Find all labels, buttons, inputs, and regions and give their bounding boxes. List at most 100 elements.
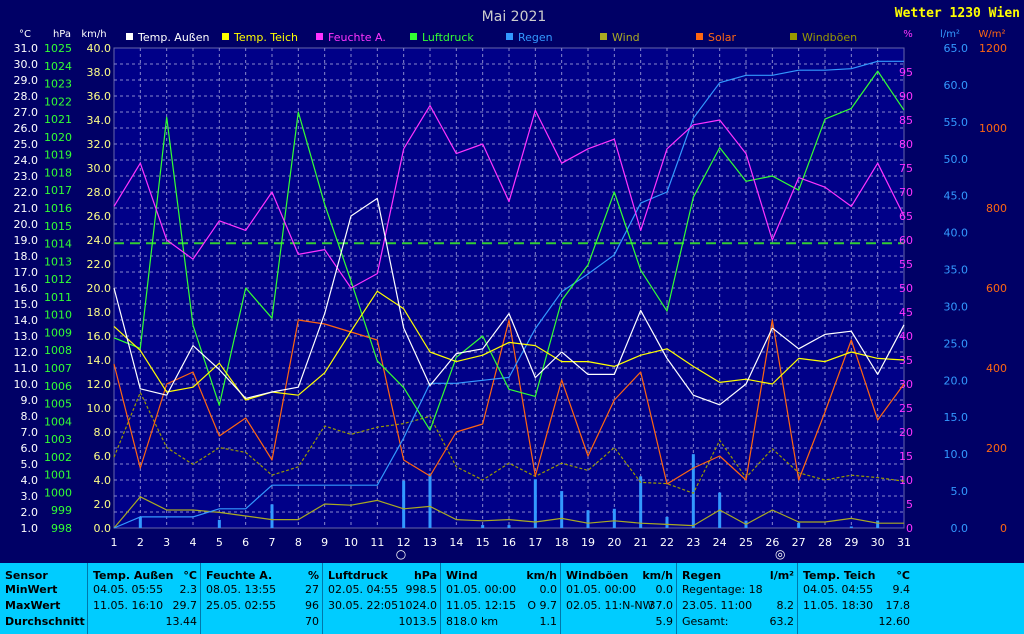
stat-min-value: 27 <box>305 583 319 596</box>
series-line <box>113 496 904 529</box>
series-lines <box>113 60 905 529</box>
legend-swatch <box>126 33 133 40</box>
stat-header-label: Temp. Teich <box>803 569 876 582</box>
stat-max-value: 37.0 <box>648 599 674 612</box>
tick-label-temp: 29.0 <box>14 74 39 87</box>
tick-label-humidity: 30 <box>899 378 913 391</box>
tick-label-wind: 22.0 <box>87 258 112 271</box>
tick-label-rain: 10.0 <box>944 448 969 461</box>
tick-label-pressure: 1013 <box>44 255 72 268</box>
axis-unit-label: l/m² <box>940 29 960 40</box>
stat-max-label: 23.05. 11:00 <box>682 599 753 612</box>
stat-min-value: 998.5 <box>405 583 438 596</box>
stat-header-value: km/h <box>642 569 673 582</box>
legend: Temp. Außen Temp. Teich Feuchte A. Luftdruc… <box>126 31 857 44</box>
tick-label-humidity: 60 <box>899 234 913 247</box>
tick-label-humidity: 80 <box>899 138 913 151</box>
stats-row-labels: Sensor MinWert MaxWert Durchschnitt <box>0 563 87 634</box>
legend-label: Regen <box>518 31 553 44</box>
tick-label-pressure: 1020 <box>44 131 72 144</box>
tick-label-humidity: 20 <box>899 426 913 439</box>
stat-min: Regentage: 18 <box>682 583 794 596</box>
tick-label-humidity: 45 <box>899 306 913 319</box>
stat-max-label: 11.05. 12:15 <box>446 599 517 612</box>
stat-header: Windböen km/h <box>566 569 673 582</box>
stat-min: 01.05. 00:00 0.0 <box>446 583 557 596</box>
stat-min: 08.05. 13:55 27 <box>206 583 319 596</box>
axis-unit-label: °C <box>19 29 31 40</box>
tick-label-rain: 35.0 <box>944 264 969 277</box>
stat-avg-label: 818.0 km <box>446 615 499 628</box>
tick-label-wind: 14.0 <box>87 354 112 367</box>
tick-label-temp: 17.0 <box>14 266 39 279</box>
moon-markers: ○ ◎ <box>396 547 786 561</box>
rain-daily-bar <box>691 454 695 528</box>
tick-label-solar: 800 <box>986 202 1007 215</box>
legend-swatch <box>410 33 417 40</box>
brand-label: Wetter 1230 Wien <box>895 6 1020 21</box>
tick-label-solar: 1000 <box>979 122 1007 135</box>
stat-avg: 12.60 <box>803 615 911 628</box>
tick-label-wind: 32.0 <box>87 138 112 151</box>
series-line <box>113 391 905 494</box>
axis-labels: °C hPa km/h% l/m² W/m² <box>19 29 1006 40</box>
tick-label-temp: 21.0 <box>14 202 39 215</box>
tick-label-humidity: 75 <box>899 162 913 175</box>
stat-avg-value: 1.1 <box>539 615 558 628</box>
tick-label-rain: 20.0 <box>944 374 969 387</box>
stats-column: Feuchte A.% 08.05. 13:55 27 25.05. 02:55 96 7… <box>200 563 323 634</box>
stat-max-label: 02.05. 11:N-NW <box>566 599 654 612</box>
tick-label-temp: 9.0 <box>21 394 39 407</box>
stat-max-label: 11.05. 16:10 <box>93 599 164 612</box>
label-max: MaxWert <box>5 599 61 612</box>
stat-min-value: 0.0 <box>655 583 674 596</box>
stat-avg: 1013.5 <box>328 615 438 628</box>
tick-label-wind: 34.0 <box>87 114 112 127</box>
tick-label-pressure: 1025 <box>44 42 72 55</box>
rain-daily-bar <box>428 473 432 528</box>
tick-label-wind: 6.0 <box>94 450 112 463</box>
moon-marker: ○ <box>396 547 406 561</box>
stat-header-label: Wind <box>446 569 478 582</box>
stat-min-label: 02.05. 04:55 <box>328 583 399 596</box>
tick-label-temp: 26.0 <box>14 122 39 135</box>
series-line <box>113 197 905 406</box>
label-min: MinWert <box>5 583 58 596</box>
stat-min-value: 9.4 <box>892 583 911 596</box>
legend-swatch <box>222 33 229 40</box>
x-tick-label: 13 <box>423 536 437 549</box>
tick-label-wind: 30.0 <box>87 162 112 175</box>
x-tick-label: 3 <box>163 536 170 549</box>
tick-label-pressure: 1002 <box>44 451 72 464</box>
stat-max-value: O 9.7 <box>527 599 557 612</box>
rain-daily-bar <box>402 480 406 528</box>
tick-label-temp: 16.0 <box>14 282 39 295</box>
tick-label-temp: 3.0 <box>21 490 39 503</box>
x-tick-label: 25 <box>739 536 753 549</box>
tick-label-humidity: 35 <box>899 354 913 367</box>
legend-label: Wind <box>612 31 640 44</box>
stat-max-value: 96 <box>305 599 319 612</box>
tick-label-rain: 15.0 <box>944 411 969 424</box>
tick-label-temp: 6.0 <box>21 442 39 455</box>
rain-daily-bar <box>876 520 880 528</box>
tick-label-humidity: 15 <box>899 450 913 463</box>
rain-daily-bar <box>217 519 221 528</box>
tick-label-pressure: 1001 <box>44 469 72 482</box>
label-avg: Durchschnitt <box>5 615 85 628</box>
tick-label-wind: 26.0 <box>87 210 112 223</box>
stat-avg: 70 <box>206 615 319 628</box>
stat-max: 23.05. 11:00 8.2 <box>682 599 794 612</box>
tick-label-rain: 0.0 <box>951 522 969 535</box>
stat-avg-value: 70 <box>305 615 319 628</box>
stat-header-label: Regen <box>682 569 722 582</box>
tick-label-humidity: 70 <box>899 186 913 199</box>
tick-label-temp: 7.0 <box>21 426 39 439</box>
rain-daily-bar <box>533 479 537 528</box>
stat-header: Regen l/m² <box>682 569 794 582</box>
stat-avg-value: 13.44 <box>165 615 198 628</box>
tick-label-pressure: 1017 <box>44 184 72 197</box>
stat-header: Wind km/h <box>446 569 557 582</box>
stat-avg: 13.44 <box>93 615 198 628</box>
stat-avg-value: 5.9 <box>655 615 674 628</box>
